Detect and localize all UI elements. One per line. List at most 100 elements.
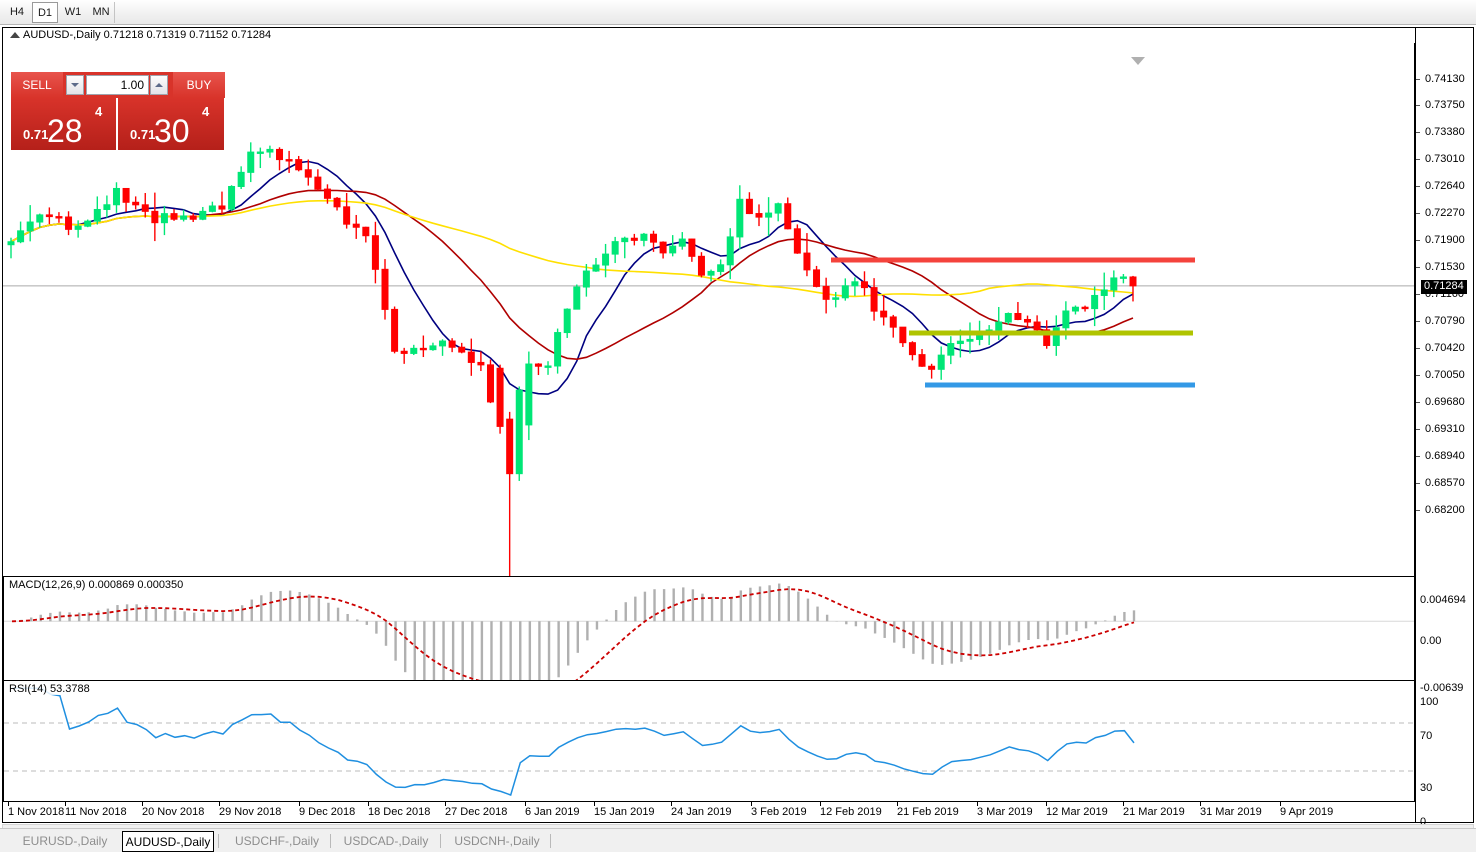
chart-collapse-icon[interactable] (10, 32, 20, 38)
chart-window: AUDUSD-,Daily 0.71218 0.71319 0.71152 0.… (2, 27, 1474, 828)
candlestick (1129, 275, 1137, 302)
timeframe-button-mn[interactable]: MN (92, 6, 110, 18)
price-tick-label: 0.70420 (1425, 342, 1465, 354)
candlestick (1091, 286, 1099, 327)
price-tick-label: 0.73750 (1425, 99, 1465, 111)
macd-pane[interactable]: MACD(12,26,9) 0.000869 0.000350 (3, 576, 1415, 681)
price-tick-label: 0.71900 (1425, 234, 1465, 246)
chevron-up-icon (155, 83, 163, 87)
sell-price-pip: 4 (95, 104, 103, 119)
price-tick-label: 0.73380 (1425, 126, 1465, 138)
candlestick (793, 224, 801, 254)
time-tick (977, 802, 978, 806)
price-tick (1416, 402, 1420, 403)
candlestick (180, 209, 188, 222)
price-tick-label: 0.69680 (1425, 396, 1465, 408)
candlestick (688, 238, 696, 262)
macd-tick-label: 0.004694 (1420, 594, 1466, 606)
time-tick-label: 21 Feb 2019 (897, 806, 959, 818)
candlestick (362, 226, 370, 243)
candlestick (496, 364, 504, 434)
candlestick (534, 363, 542, 376)
sell-label[interactable]: SELL (11, 72, 63, 98)
buy-price-prefix: 0.71 (130, 127, 156, 142)
candlestick (544, 361, 552, 375)
volume-increase-button[interactable] (150, 75, 168, 95)
one-click-trading-panel[interactable]: 1.00 SELL BUY 0.71 28 4 0.71 30 4 (11, 72, 225, 150)
candlestick (650, 230, 658, 252)
sell-button[interactable]: 0.71 28 4 (11, 98, 117, 150)
time-tick-label: 9 Dec 2018 (299, 806, 356, 818)
candlestick (285, 150, 293, 173)
volume-input[interactable]: 1.00 (86, 75, 149, 95)
candlestick (774, 202, 782, 222)
price-tick (1416, 348, 1420, 349)
chart-tab-audusd[interactable]: AUDUSD-,Daily (122, 831, 214, 852)
candlestick (832, 291, 840, 308)
time-tick-label: 1 Nov 2018 (8, 806, 65, 818)
price-tick (1416, 186, 1420, 187)
candlestick (74, 220, 82, 238)
price-tick-label: 0.68200 (1425, 504, 1465, 516)
price-scale[interactable]: 0.74130 0.73750 0.73380 0.73010 0.72640 0.722… (1415, 28, 1473, 828)
candlestick (218, 191, 226, 215)
candlestick (1033, 315, 1041, 333)
candlestick (707, 269, 715, 282)
timeframe-button-d1[interactable]: D1 (32, 2, 58, 23)
chart-tab-bar: EURUSD-,Daily AUDUSD-,Daily USDCHF-,Daily U… (0, 828, 1476, 852)
price-pane[interactable] (3, 43, 1415, 595)
price-tick-label: 0.72640 (1425, 180, 1465, 192)
buy-button[interactable]: 0.71 30 4 (118, 98, 224, 150)
candlestick (813, 265, 821, 288)
time-tick-label: 21 Mar 2019 (1123, 806, 1185, 818)
time-tick (1280, 802, 1281, 806)
candlestick (1110, 270, 1118, 298)
price-tick-label: 0.70790 (1425, 315, 1465, 327)
candlestick (467, 338, 475, 376)
time-tick-label: 6 Jan 2019 (525, 806, 580, 818)
candlestick (65, 211, 73, 236)
candlestick (429, 342, 437, 351)
chart-tab-usdcnh[interactable]: USDCNH-,Daily (454, 834, 540, 848)
timeframe-button-w1[interactable]: W1 (64, 6, 82, 18)
chart-tab-usdchf[interactable]: USDCHF-,Daily (235, 834, 319, 848)
candlestick (84, 219, 92, 228)
price-tick (1416, 456, 1420, 457)
candlestick (755, 204, 763, 227)
chart-tab-eurusd[interactable]: EURUSD-,Daily (22, 834, 108, 848)
time-tick (368, 802, 369, 806)
timeframe-button-h4[interactable]: H4 (9, 6, 25, 18)
chart-tab-usdcad[interactable]: USDCAD-,Daily (343, 834, 429, 848)
price-tick-label: 0.71160 (1425, 288, 1464, 300)
ma-slow-line (10, 199, 1134, 298)
rsi-pane[interactable]: RSI(14) 53.3788 (3, 680, 1415, 810)
price-tick (1416, 429, 1420, 430)
candlestick (323, 184, 331, 204)
chart-header-label: AUDUSD-,Daily 0.71218 0.71319 0.71152 0.… (23, 29, 272, 41)
candlestick (803, 233, 811, 277)
time-tick (1046, 802, 1047, 806)
macd-tick-label: -0.00639 (1420, 682, 1464, 694)
candlestick (199, 206, 207, 221)
buy-price-main: 30 (154, 113, 190, 149)
candlestick (237, 166, 245, 190)
tab-separator (218, 834, 219, 848)
candlestick (448, 338, 456, 353)
price-tick (1416, 105, 1420, 106)
buy-label[interactable]: BUY (173, 72, 225, 98)
candlestick (937, 346, 945, 380)
candlestick (669, 235, 677, 257)
candlestick (1119, 273, 1127, 284)
candlestick (841, 278, 849, 301)
rsi-title: RSI(14) 53.3788 (9, 683, 90, 695)
macd-tick-label: 0.00 (1420, 635, 1442, 647)
volume-decrease-button[interactable] (66, 75, 84, 95)
period-separator-marker-icon (1131, 57, 1145, 65)
candlestick (678, 232, 686, 250)
candlestick (256, 147, 264, 169)
candlestick (410, 344, 418, 356)
candlestick (189, 213, 197, 222)
time-tick-label: 24 Jan 2019 (671, 806, 732, 818)
rsi-line (12, 687, 1135, 796)
candlestick (208, 201, 216, 213)
